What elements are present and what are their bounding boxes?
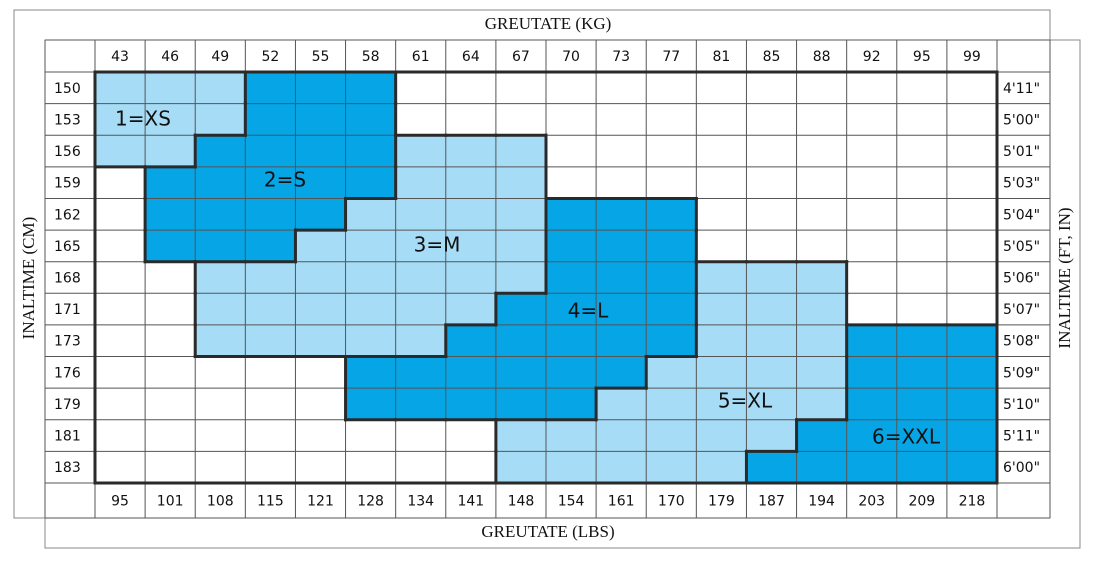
cm-label: 171 [54,302,81,318]
kg-label: 49 [211,49,229,65]
ft-in-label: 5'11" [1003,429,1040,445]
size-cell-range [546,198,697,231]
cm-label: 181 [54,429,81,445]
lbs-label: 134 [407,494,434,510]
cm-label: 159 [54,176,81,192]
lbs-label: 218 [959,494,986,510]
ft-in-label: 5'00" [1003,112,1040,128]
size-cell-range [846,388,997,420]
cm-label: 183 [54,460,81,476]
kg-label: 55 [312,49,330,65]
cm-label: 156 [54,144,81,160]
cm-label: 173 [54,334,81,350]
lbs-label: 148 [508,494,535,510]
kg-label: 92 [863,49,881,65]
size-label: 4=L [568,299,609,323]
title-right: INALTIME (FT, IN) [1055,207,1074,348]
size-cell-range [546,230,697,262]
lbs-label: 179 [708,494,735,510]
title-top: GREUTATE (KG) [485,14,612,33]
ft-in-label: 4'11" [1003,81,1040,97]
size-cell-range [696,324,847,357]
kg-label: 46 [161,49,179,65]
cm-label: 153 [54,112,81,128]
lbs-label: 161 [608,494,635,510]
lbs-label: 121 [307,494,334,510]
size-cell-range [245,103,396,136]
kg-label: 67 [512,49,530,65]
kg-label: 95 [913,49,931,65]
kg-label: 70 [562,49,580,65]
kg-label: 61 [412,49,430,65]
lbs-label: 101 [157,494,184,510]
size-cell-range [195,324,446,357]
ft-in-label: 5'06" [1003,271,1040,287]
lbs-label: 187 [758,494,785,510]
size-label: 6=XXL [872,425,941,449]
kg-label: 73 [612,49,630,65]
lbs-label: 128 [357,494,384,510]
size-cell-range [145,230,296,262]
size-cell-range [846,356,997,389]
lbs-label: 115 [257,494,284,510]
lbs-label: 95 [111,494,129,510]
ft-in-label: 6'00" [1003,460,1040,476]
kg-label: 64 [462,49,480,65]
size-cell-range [445,324,697,357]
size-cell-range [195,261,546,294]
cm-label: 168 [54,271,81,287]
size-cell-range [696,261,847,294]
size-cell-range [395,166,546,199]
size-cell-range [546,261,697,294]
size-label: 1=XS [115,107,171,131]
ft-in-label: 5'10" [1003,397,1040,413]
title-left: INALTIME (CM) [19,217,38,340]
table-border [93,70,999,485]
kg-label: 43 [111,49,129,65]
ft-in-label: 5'09" [1003,365,1040,381]
size-cell-range [495,451,747,483]
size-cell-range [395,135,546,167]
kg-label: 52 [261,49,279,65]
lbs-label: 141 [457,494,484,510]
size-cell-range [95,72,246,104]
cm-label: 162 [54,207,81,223]
kg-label: 88 [813,49,831,65]
ft-in-label: 5'03" [1003,176,1040,192]
size-cell-range [295,230,546,262]
size-cell-range [345,388,597,420]
cm-label: 150 [54,81,81,97]
size-cell-range [846,324,997,357]
kg-label: 85 [763,49,781,65]
size-label: 5=XL [718,389,773,413]
lbs-label: 170 [658,494,685,510]
lbs-label: 203 [858,494,885,510]
ft-in-label: 5'05" [1003,239,1040,255]
lbs-label: 154 [558,494,585,510]
lbs-label: 108 [207,494,234,510]
size-cell-range [245,72,396,104]
size-label: 2=S [264,168,306,192]
kg-label: 81 [712,49,730,65]
cm-label: 165 [54,239,81,255]
cm-label: 176 [54,365,81,381]
kg-label: 58 [362,49,380,65]
size-cell-range [145,166,396,199]
lbs-label: 209 [908,494,935,510]
size-cell-range [696,293,847,325]
cm-label: 179 [54,397,81,413]
ft-in-label: 5'07" [1003,302,1040,318]
kg-label: 99 [963,49,981,65]
kg-label: 77 [662,49,680,65]
size-cell-range [596,388,847,420]
ft-in-label: 5'08" [1003,334,1040,350]
size-cell-range [746,451,997,483]
ft-in-label: 5'01" [1003,144,1040,160]
lbs-label: 194 [808,494,835,510]
title-bottom: GREUTATE (LBS) [481,522,614,541]
size-label: 3=M [414,233,461,257]
ft-in-label: 5'04" [1003,207,1040,223]
size-cell-range [95,103,246,136]
